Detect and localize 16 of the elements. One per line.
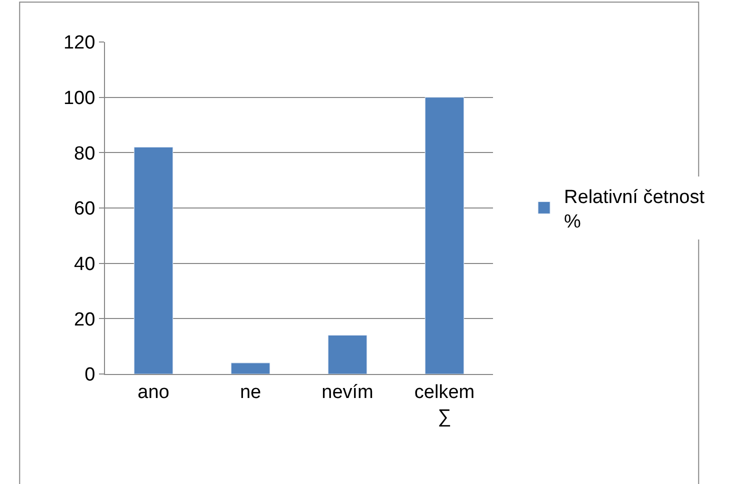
x-tick-label: celkem ∑: [414, 382, 475, 428]
legend-label: Relativní četnost %: [564, 186, 706, 232]
x-tick-label: ano: [138, 382, 170, 403]
bar: [328, 335, 368, 374]
x-tick-label: ne: [240, 382, 262, 403]
bar: [134, 146, 174, 374]
y-tick-label: 0: [84, 364, 96, 386]
bar: [230, 362, 270, 374]
y-tick-label: 120: [63, 32, 96, 54]
y-tick-label: 20: [74, 309, 96, 330]
y-tick-label: 40: [74, 254, 96, 275]
y-tick-label: 80: [74, 143, 96, 164]
y-tick-label: 60: [74, 198, 96, 220]
y-tick-label: 100: [63, 88, 96, 109]
bar: [424, 97, 464, 374]
x-tick-label: nevím: [322, 382, 374, 403]
